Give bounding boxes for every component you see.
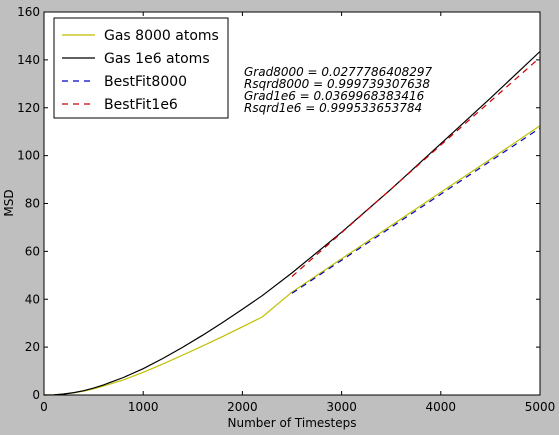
x-tick-label: 0: [40, 400, 48, 414]
y-tick-label: 40: [25, 292, 40, 306]
series-line-2: [291, 127, 541, 294]
y-tick-label: 100: [17, 149, 40, 163]
tick-layer: 0 1000 2000 3000 4000 5000 0 20 40 60 80 100 120 140 1…: [17, 5, 555, 414]
legend-label-1: Gas 1e6 atoms: [104, 51, 210, 67]
annotation-grad8000: Grad8000 = 0.0277786408297: [244, 65, 432, 79]
x-tick-label: 3000: [326, 400, 357, 414]
annotation-rsqrd1e6: Rsqrd1e6 = 0.999533653784: [244, 101, 422, 115]
x-tick-label: 2000: [227, 400, 258, 414]
annotation-rsqrd8000: Rsqrd8000 = 0.999739307638: [244, 77, 430, 91]
legend-label-2: BestFit8000: [104, 74, 187, 90]
y-tick-label: 120: [17, 101, 40, 115]
x-tick-label: 4000: [426, 400, 457, 414]
annotation-grad1e6: Grad1e6 = 0.0369968383416: [244, 89, 425, 103]
y-tick-label: 20: [25, 340, 40, 354]
x-tick-label: 1000: [128, 400, 159, 414]
y-tick-label: 140: [17, 53, 40, 67]
x-tick-label: 5000: [525, 400, 556, 414]
y-tick-label: 80: [25, 197, 40, 211]
legend: Gas 8000 atoms Gas 1e6 atoms BestFit8000 Be…: [53, 17, 229, 119]
y-tick-label: 60: [25, 244, 40, 258]
y-axis-label: MSD: [2, 189, 16, 216]
series-layer: [43, 51, 541, 396]
fit-annotations: Grad8000 = 0.0277786408297 Rsqrd8000 = 0…: [244, 65, 432, 115]
legend-label-3: BestFit1e6: [104, 97, 178, 113]
y-tick-label: 160: [17, 5, 40, 19]
legend-label-0: Gas 8000 atoms: [104, 28, 219, 44]
y-tick-label: 0: [32, 388, 40, 402]
series-line-3: [291, 57, 541, 277]
legend-items: Gas 8000 atoms Gas 1e6 atoms BestFit8000 Be…: [62, 28, 219, 113]
x-axis-label: Number of Timesteps: [228, 416, 357, 430]
